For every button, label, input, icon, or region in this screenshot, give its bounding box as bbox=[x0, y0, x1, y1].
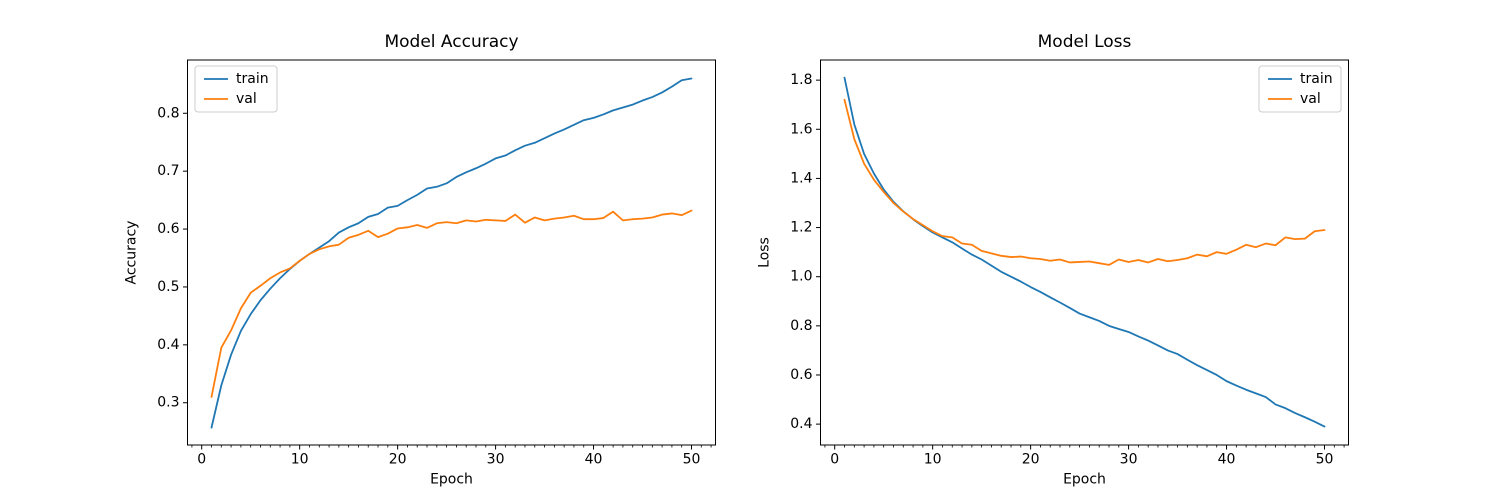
y-tick-label: 0.4 bbox=[157, 337, 179, 353]
y-tick-label: 1.4 bbox=[790, 170, 812, 186]
plot-area-frame bbox=[820, 59, 1349, 446]
legend-val-label: val bbox=[1300, 91, 1321, 107]
x-tick-label: 30 bbox=[1120, 452, 1138, 468]
val-line bbox=[210, 209, 693, 398]
legend: train val bbox=[1258, 65, 1342, 113]
y-axis-label: Loss bbox=[757, 237, 773, 268]
y-tick-label: 1.2 bbox=[790, 220, 812, 236]
y-tick-label: 1.0 bbox=[790, 269, 812, 285]
y-tick-label: 1.8 bbox=[790, 72, 812, 88]
y-axis-label: Accuracy bbox=[124, 221, 140, 285]
y-tick-label: 1.6 bbox=[790, 121, 812, 137]
legend-train-label: train bbox=[236, 71, 269, 87]
val-line bbox=[843, 98, 1326, 266]
legend-val-label: val bbox=[236, 91, 257, 107]
x-tick-label: 20 bbox=[389, 452, 407, 468]
x-tick-label: 40 bbox=[1218, 452, 1236, 468]
accuracy-chart: 0 10 20 30 40 50 0.3 0.4 0.5 0.6 0.7 0.8 Model Accur… bbox=[124, 32, 716, 488]
y-tick-label: 0.8 bbox=[157, 105, 179, 121]
legend: train val bbox=[194, 65, 278, 113]
y-tick-label: 0.6 bbox=[157, 221, 179, 237]
x-axis-label: Epoch bbox=[1063, 472, 1106, 488]
y-tick-label: 0.7 bbox=[157, 163, 179, 179]
plot-area-frame bbox=[187, 59, 716, 446]
y-tick-label: 0.6 bbox=[790, 367, 812, 383]
x-axis-label: Epoch bbox=[430, 472, 473, 488]
legend-train-label: train bbox=[1300, 71, 1333, 87]
x-tick-label: 30 bbox=[487, 452, 505, 468]
train-line bbox=[843, 76, 1326, 428]
legend-box bbox=[1258, 65, 1342, 113]
y-tick-label: 0.5 bbox=[157, 279, 179, 295]
x-tick-label: 0 bbox=[830, 452, 839, 468]
x-tick-label: 50 bbox=[683, 452, 701, 468]
x-tick-label: 10 bbox=[291, 452, 309, 468]
chart-title: Model Loss bbox=[1038, 32, 1132, 52]
y-tick-label: 0.3 bbox=[157, 395, 179, 411]
loss-chart: 0 10 20 30 40 50 0.4 0.6 0.8 1.0 1.2 1.4 1.6 1.8 Model… bbox=[757, 32, 1349, 488]
x-tick-label: 20 bbox=[1022, 452, 1040, 468]
chart-title: Model Accuracy bbox=[384, 32, 518, 52]
y-tick-label: 0.8 bbox=[790, 318, 812, 334]
train-line bbox=[210, 77, 693, 429]
x-tick-label: 50 bbox=[1316, 452, 1334, 468]
x-tick-label: 10 bbox=[924, 452, 942, 468]
x-tick-label: 0 bbox=[197, 452, 206, 468]
legend-box bbox=[194, 65, 278, 113]
x-tick-label: 40 bbox=[585, 452, 603, 468]
y-tick-label: 0.4 bbox=[790, 416, 812, 432]
